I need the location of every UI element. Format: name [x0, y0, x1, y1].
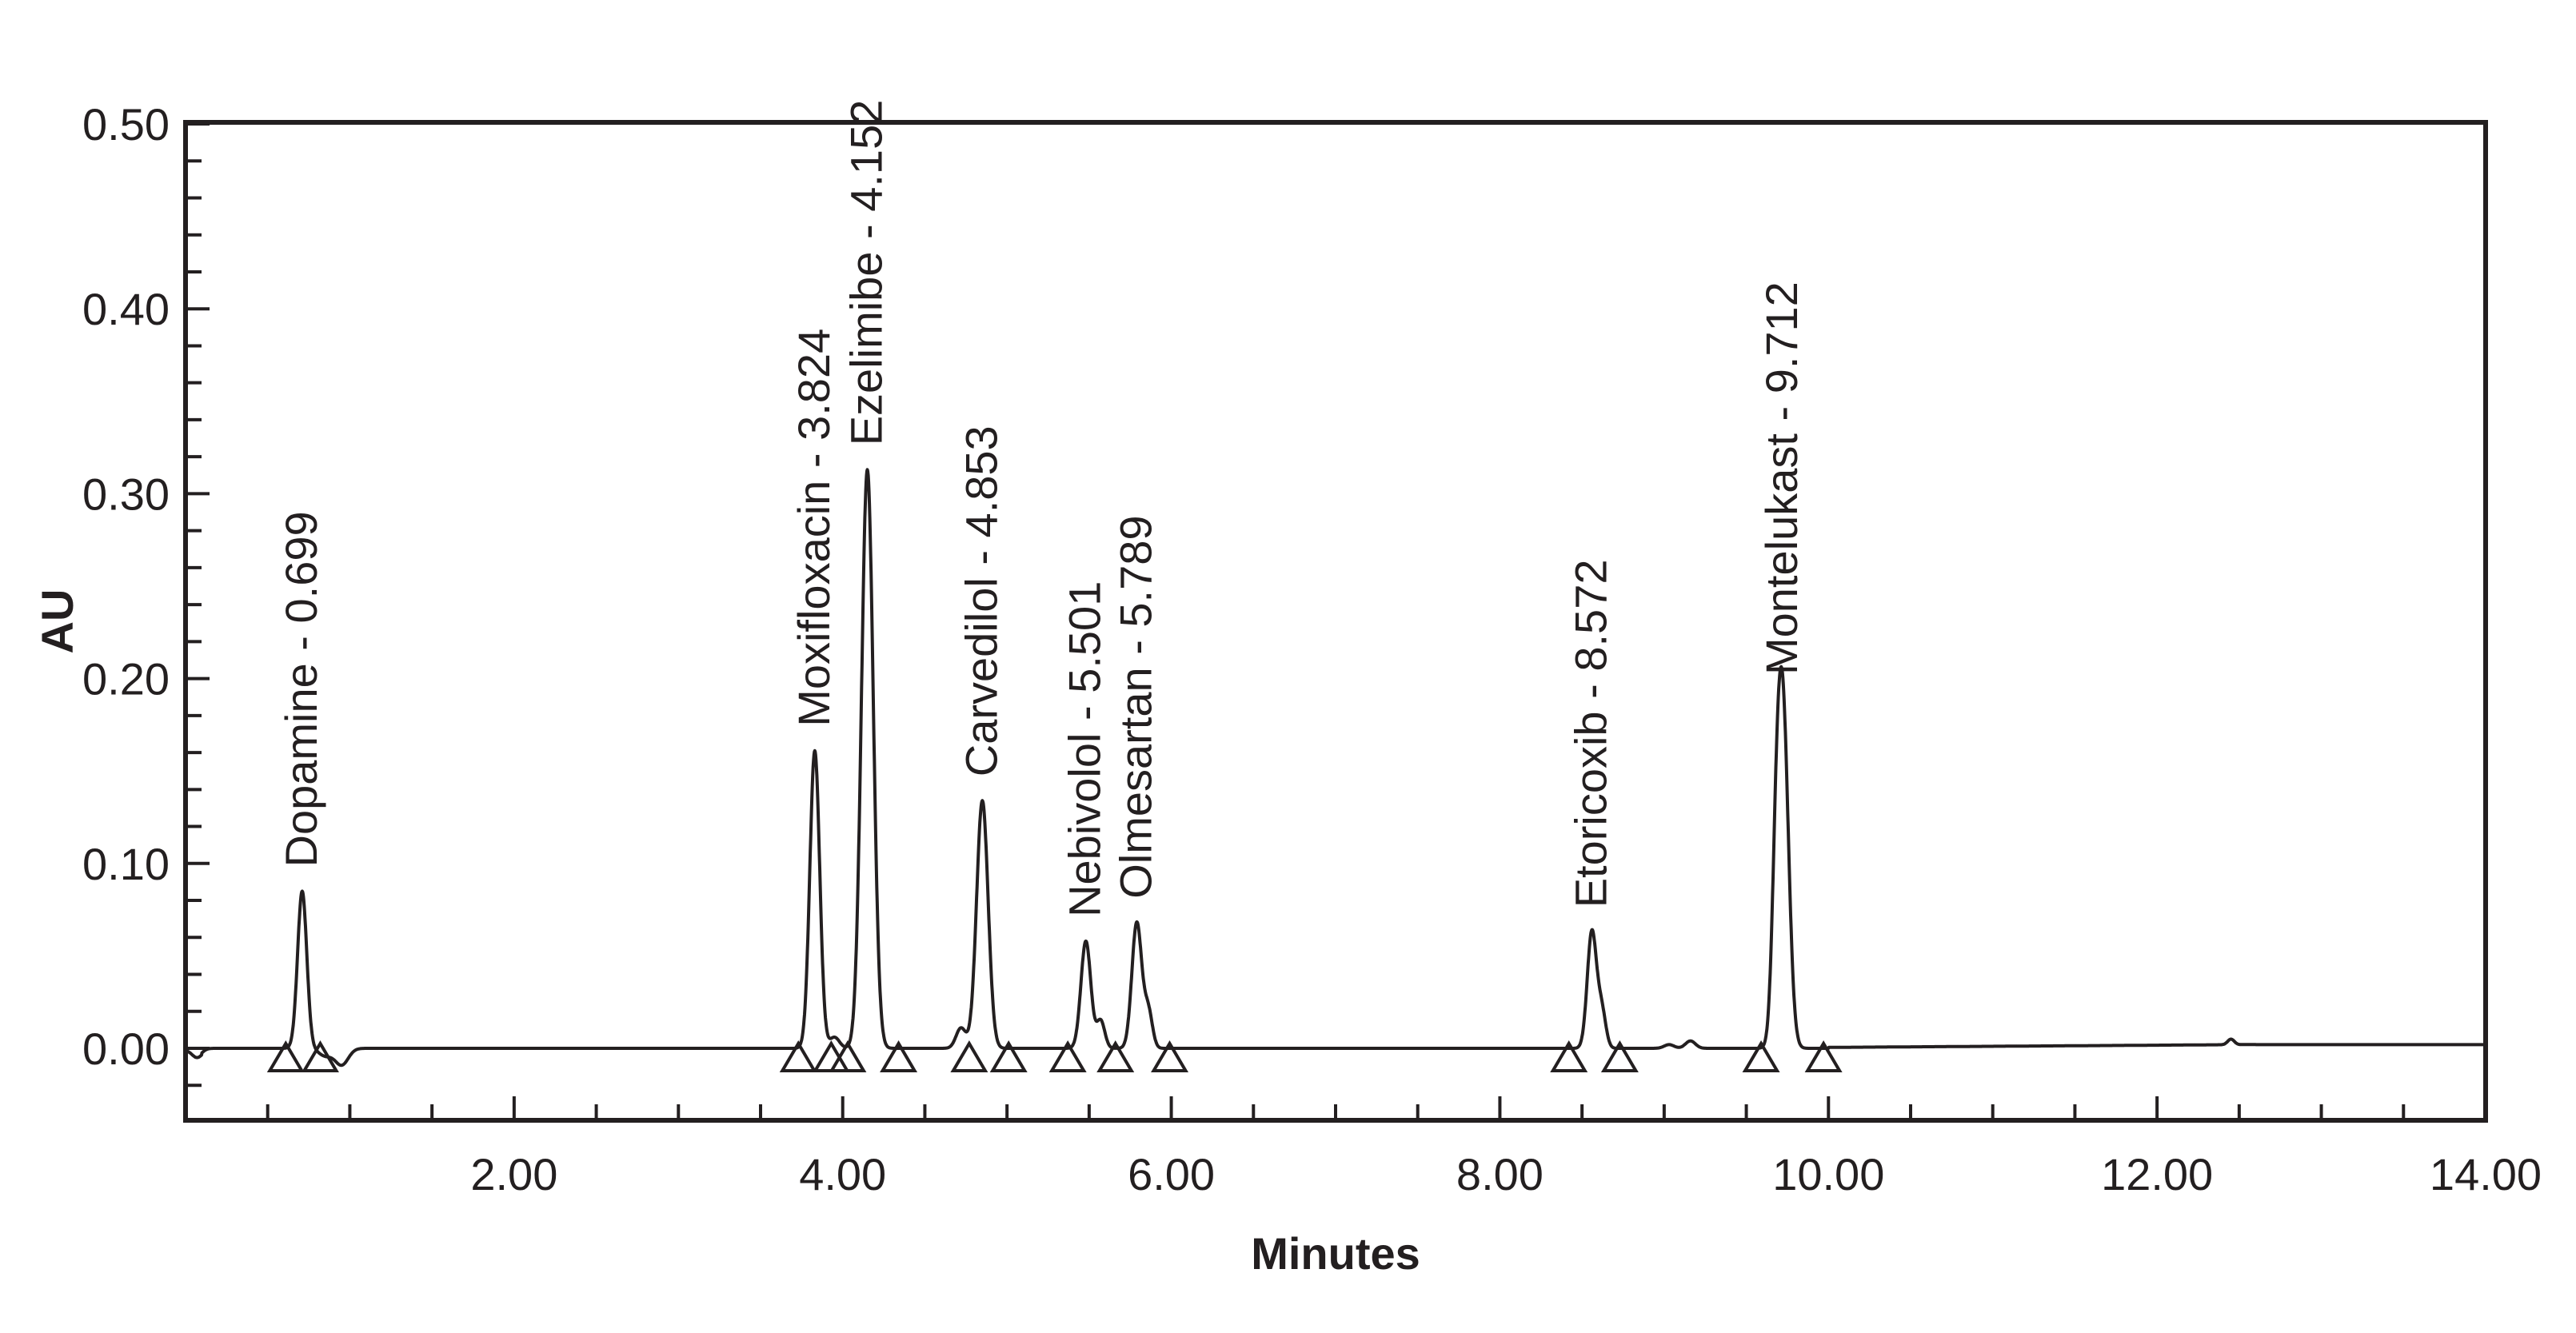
integration-marker — [779, 1040, 817, 1072]
integration-marker — [1048, 1040, 1087, 1072]
plot-marks: Dopamine - 0.699 Moxifloxacin - 3.824Ezel… — [184, 100, 2487, 1072]
peak-label: Etoricoxib - 8.572 — [1566, 560, 1616, 908]
integration-marker — [1151, 1040, 1189, 1072]
peak-label: Dopamine - 0.699 — [276, 511, 326, 867]
x-tick-label: 8.00 — [1456, 1149, 1544, 1199]
peak-label: Carvedilol - 4.853 — [956, 425, 1006, 776]
integration-marker — [1804, 1040, 1843, 1072]
y-tick-label: 0.20 — [82, 654, 170, 704]
integration-marker — [950, 1040, 988, 1072]
chromatogram-trace — [184, 468, 2487, 1068]
integration-marker — [989, 1040, 1028, 1072]
x-tick-label: 14.00 — [2430, 1149, 2542, 1199]
integration-marker — [1600, 1040, 1639, 1072]
integration-marker — [266, 1040, 305, 1072]
y-axis-title: AU — [32, 589, 82, 654]
peak-label: Nebivolol - 5.501 — [1060, 581, 1110, 917]
peak-label: Montelukast - 9.712 — [1756, 281, 1807, 675]
integration-marker — [829, 1040, 867, 1072]
peak-label: Moxifloxacin - 3.824 — [789, 329, 839, 727]
integration-marker — [880, 1040, 918, 1072]
x-tick-label: 4.00 — [799, 1149, 886, 1199]
y-tick-label: 0.30 — [82, 469, 170, 519]
peak-label: Olmesartan - 5.789 — [1110, 515, 1160, 898]
y-tick-label: 0.40 — [82, 284, 170, 334]
x-tick-label: 10.00 — [1772, 1149, 1884, 1199]
x-tick-label: 6.00 — [1128, 1149, 1215, 1199]
x-tick-label: 12.00 — [2101, 1149, 2213, 1199]
integration-marker — [301, 1040, 339, 1072]
integration-marker — [1096, 1040, 1135, 1072]
y-tick-label: 0.00 — [82, 1024, 170, 1074]
integration-marker — [1550, 1040, 1588, 1072]
peak-label: Ezelimibe - 4.152 — [841, 100, 892, 446]
axis-ticks: 2.00 4.00 6.00 8.00 10.00 12.00 14.00 0.00 0.10 0… — [82, 99, 2542, 1199]
integration-marker — [1742, 1040, 1780, 1072]
x-tick-label: 2.00 — [470, 1149, 557, 1199]
y-tick-label: 0.10 — [82, 839, 170, 889]
x-axis-title: Minutes — [1251, 1228, 1420, 1279]
y-tick-label: 0.50 — [82, 99, 170, 150]
